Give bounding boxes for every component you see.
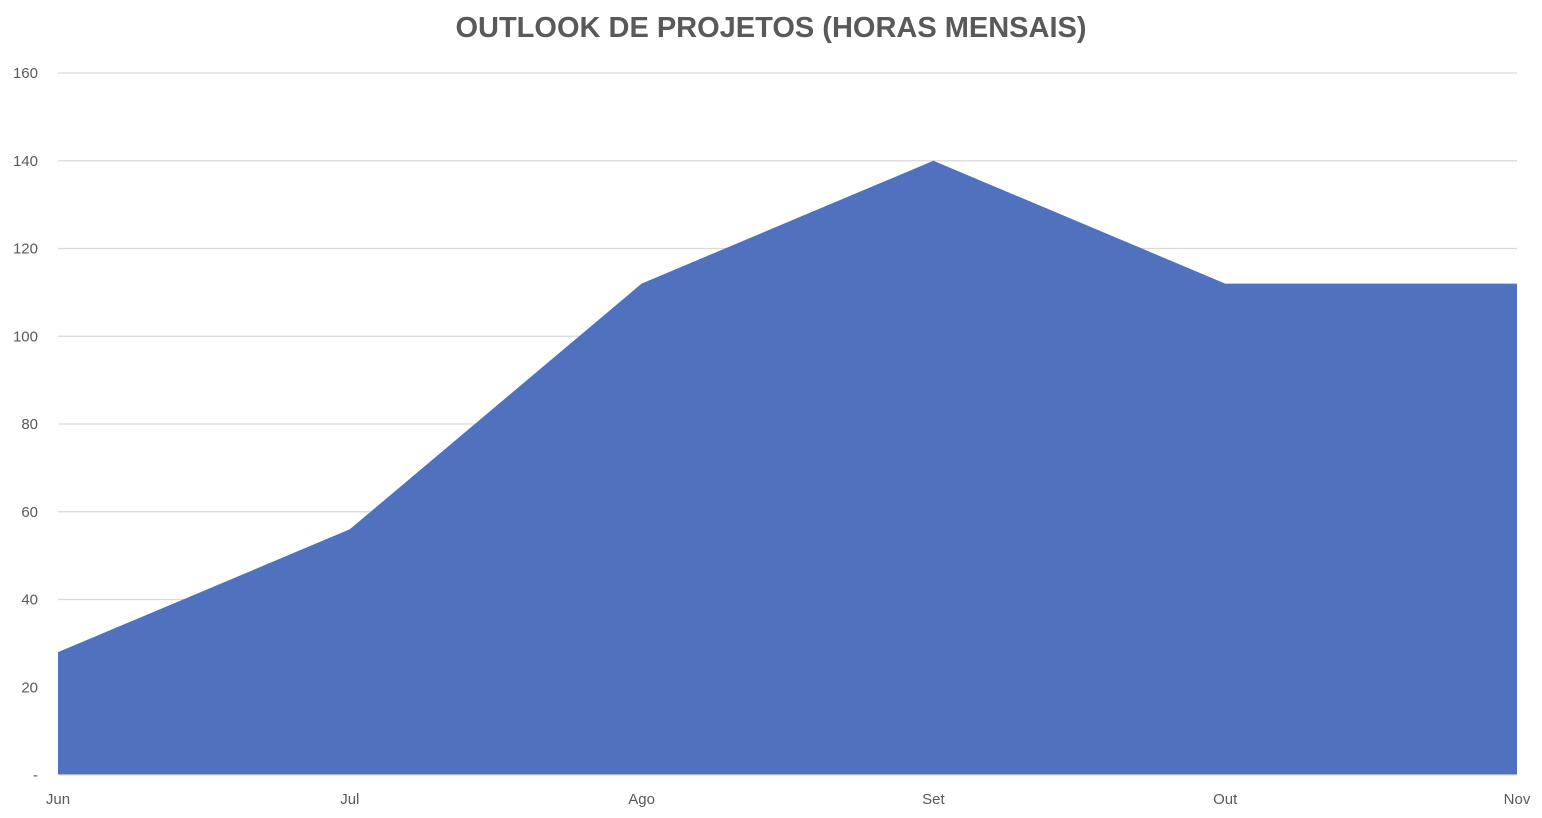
x-tick-label: Jun <box>46 791 70 808</box>
y-tick-label: - <box>33 767 38 784</box>
x-tick-label: Ago <box>628 791 655 808</box>
chart-title: OUTLOOK DE PROJETOS (HORAS MENSAIS) <box>455 12 1087 44</box>
x-axis-ticks: Jun Jul Ago Set Out Nov <box>46 791 1531 808</box>
x-tick-label: Jul <box>340 791 359 808</box>
y-tick-label: 20 <box>21 679 38 696</box>
y-tick-label: 140 <box>13 153 38 170</box>
x-tick-label: Set <box>922 791 945 808</box>
area-series-layer <box>57 160 1518 775</box>
x-tick-label: Out <box>1213 791 1238 808</box>
y-tick-label: 120 <box>13 241 38 258</box>
y-axis-ticks: - 20 40 60 80 100 120 140 160 <box>13 65 38 784</box>
y-tick-label: 160 <box>13 65 38 82</box>
y-tick-label: 100 <box>13 328 38 345</box>
y-tick-label: 80 <box>21 416 38 433</box>
area-series <box>58 160 1517 775</box>
y-tick-label: 60 <box>21 504 38 521</box>
x-tick-label: Nov <box>1504 791 1531 808</box>
y-tick-label: 40 <box>21 592 38 609</box>
